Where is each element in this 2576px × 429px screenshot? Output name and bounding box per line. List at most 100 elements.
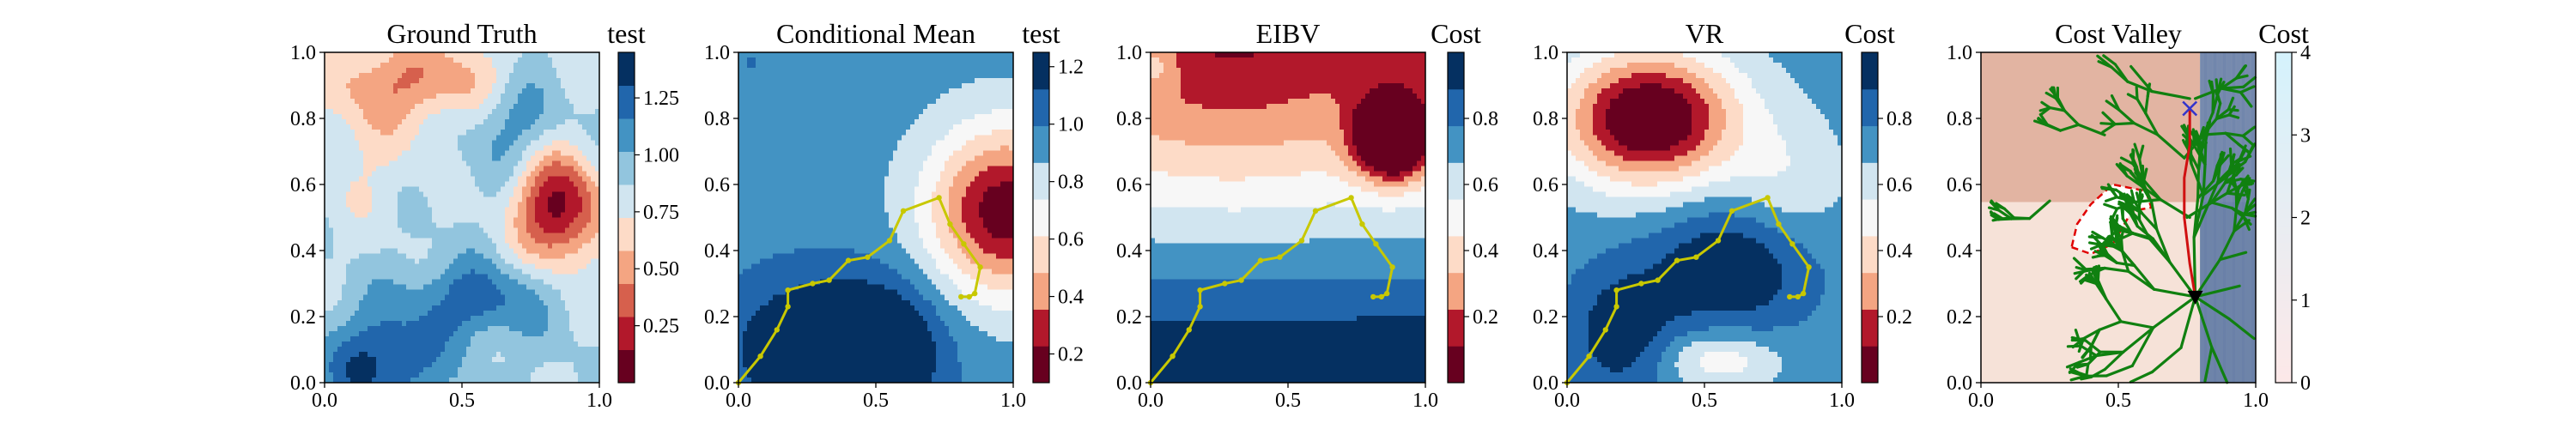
colorbar-segment xyxy=(2275,135,2292,144)
x-tick-label: 0.0 xyxy=(1554,390,1580,412)
path-point xyxy=(826,277,832,283)
colorbar-segment xyxy=(2275,317,2292,326)
colorbar-tick-label: 0.4 xyxy=(1058,287,1084,309)
path-point xyxy=(1197,304,1203,310)
path-point xyxy=(900,208,907,214)
colorbar-segment xyxy=(618,283,635,317)
path-point xyxy=(936,195,942,201)
colorbar-frame xyxy=(1861,51,1879,384)
panel-5: Cost Valley 0.0 0.5 1.0 0.0 0.2 0.4 0.6 0.8 1.0 0 1… xyxy=(1947,18,2311,412)
path-point xyxy=(1222,281,1228,287)
colorbar-segment xyxy=(2275,226,2292,235)
path-point xyxy=(1348,195,1354,201)
colorbar-segment xyxy=(618,85,635,119)
colorbar-segment xyxy=(618,317,635,350)
y-tick-label: 0.4 xyxy=(1116,240,1142,263)
colorbar-tick-label: 0.6 xyxy=(1886,174,1912,196)
colorbar-segment xyxy=(2275,251,2292,260)
colorbar-tick-label: 0.2 xyxy=(1473,306,1498,329)
colorbar-tick-label: 0.6 xyxy=(1058,229,1084,251)
y-tick-label: 0.6 xyxy=(704,174,730,196)
colorbar-label: Cost xyxy=(1844,18,1895,49)
panel-2: Conditional Mean 0.0 0.5 1.0 0.0 0.2 0.4 0.6 0.8… xyxy=(704,18,1084,412)
y-tick-label: 0.0 xyxy=(290,372,316,395)
target-marker xyxy=(2182,100,2198,117)
x-tick-label: 0.5 xyxy=(1692,390,1717,412)
colorbar-segment xyxy=(1448,88,1464,127)
colorbar-segment xyxy=(1862,346,1878,384)
colorbar-frame xyxy=(1447,51,1465,384)
y-tick-label: 0.6 xyxy=(1116,174,1142,196)
colorbar-segment xyxy=(2275,242,2292,251)
colorbar-segment xyxy=(2275,233,2292,243)
path-point xyxy=(1312,208,1319,214)
path-point xyxy=(774,327,780,333)
path-point xyxy=(1613,287,1619,293)
colorbar-segment xyxy=(2275,85,2292,94)
planned-route xyxy=(2183,108,2197,298)
colorbar-segment xyxy=(2275,76,2292,87)
colorbar-frame xyxy=(1032,51,1050,384)
y-tick-label: 0.2 xyxy=(1947,306,1972,329)
colorbar-label: test xyxy=(1022,18,1060,49)
colorbar-segment xyxy=(2275,151,2292,160)
colorbar-segment xyxy=(618,118,635,152)
colorbar-segment xyxy=(2275,142,2292,153)
path-point xyxy=(1613,304,1619,310)
colorbar-tick-label: 0.4 xyxy=(1473,240,1498,263)
colorbar-segment xyxy=(1033,162,1049,200)
path-point xyxy=(785,304,791,310)
colorbar-tick-label: 0.2 xyxy=(1058,344,1084,366)
x-tick-label: 0.5 xyxy=(1275,390,1301,412)
colorbar-segment xyxy=(2275,192,2292,202)
colorbar-segment xyxy=(1033,272,1049,310)
colorbar-tick-label: 0.6 xyxy=(1473,174,1498,196)
colorbar-segment xyxy=(1033,235,1049,274)
y-tick-label: 0.4 xyxy=(290,240,316,263)
path-point xyxy=(1602,327,1609,333)
colorbar-segment xyxy=(2275,324,2292,334)
path-point xyxy=(1638,281,1644,287)
colorbar-segment xyxy=(1862,125,1878,163)
x-tick-label: 1.0 xyxy=(1000,390,1026,412)
colorbar-tick-label: 0.50 xyxy=(643,258,679,281)
colorbar-segment xyxy=(2275,101,2292,111)
colorbar-tick-label: 1.0 xyxy=(1058,114,1084,136)
y-tick-label: 0.8 xyxy=(1947,108,1972,130)
path-point xyxy=(865,254,871,260)
colorbar-segment xyxy=(2275,292,2292,301)
colorbar-segment xyxy=(2275,341,2292,351)
colorbar-segment xyxy=(1033,199,1049,237)
path-point xyxy=(1801,290,1807,297)
path-point xyxy=(1693,254,1699,260)
y-tick-label: 0.0 xyxy=(1533,372,1558,395)
colorbar-segment xyxy=(618,52,635,86)
x-tick-label: 1.0 xyxy=(1829,390,1855,412)
y-tick-label: 0.8 xyxy=(1116,108,1142,130)
colorbar-segment xyxy=(2275,208,2292,219)
path-point xyxy=(1298,238,1305,244)
panel-title: EIBV xyxy=(1256,18,1321,49)
path-point xyxy=(1277,254,1283,260)
colorbar-segment xyxy=(2275,217,2292,227)
colorbar-tick-label: 4 xyxy=(2300,42,2311,64)
colorbar-segment xyxy=(2275,184,2292,194)
x-tick-label: 1.0 xyxy=(1413,390,1438,412)
y-tick-label: 0.8 xyxy=(704,108,730,130)
x-tick-label: 0.5 xyxy=(863,390,889,412)
heatmap-field xyxy=(1567,52,1843,384)
path-point xyxy=(1197,287,1203,293)
y-tick-label: 0.2 xyxy=(1533,306,1558,329)
y-tick-label: 0.8 xyxy=(1533,108,1558,130)
sampling-path xyxy=(737,196,982,384)
panel-title: Ground Truth xyxy=(386,18,537,49)
colorbar-segment xyxy=(1862,88,1878,127)
colorbar-label: Cost xyxy=(2258,18,2309,49)
path-point xyxy=(785,287,791,293)
colorbar-segment xyxy=(1862,199,1878,237)
x-tick-label: 1.0 xyxy=(2243,390,2269,412)
colorbar-segment xyxy=(2275,60,2292,69)
y-tick-label: 0.8 xyxy=(290,108,316,130)
path-point xyxy=(757,353,763,360)
y-tick-label: 1.0 xyxy=(1533,42,1558,64)
